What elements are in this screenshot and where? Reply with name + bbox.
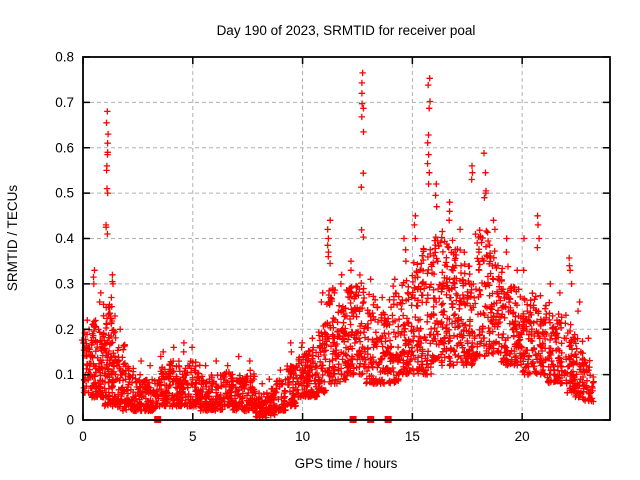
y-tick-label: 0.2 — [55, 322, 74, 337]
y-tick-label: 0.8 — [55, 50, 74, 65]
y-tick-label: 0.5 — [55, 186, 74, 201]
y-tick-label: 0.6 — [55, 140, 74, 155]
y-tick-label: 0 — [66, 413, 74, 428]
y-tick-label: 0.7 — [55, 95, 74, 110]
x-tick-label: 0 — [79, 429, 87, 444]
plot-border — [82, 56, 611, 421]
x-axis-label: GPS time / hours — [295, 456, 398, 471]
tick-labels: 0 5 10 15 20 0 0.1 0.2 0.3 0.4 0.5 0.6 0.7 0.8 — [55, 50, 529, 445]
y-tick-label: 0.4 — [55, 231, 74, 246]
x-tick-label: 15 — [405, 429, 420, 444]
chart-title: Day 190 of 2023, SRMTID for receiver poa… — [217, 23, 476, 38]
scatter-points — [78, 69, 597, 421]
y-tick-label: 0.1 — [55, 367, 74, 382]
x-tick-label: 20 — [515, 429, 530, 444]
x-tick-label: 5 — [189, 429, 197, 444]
y-tick-label: 0.3 — [55, 276, 74, 291]
y-axis-label: SRMTID / TECUs — [5, 185, 20, 292]
x-tick-label: 10 — [295, 429, 310, 444]
